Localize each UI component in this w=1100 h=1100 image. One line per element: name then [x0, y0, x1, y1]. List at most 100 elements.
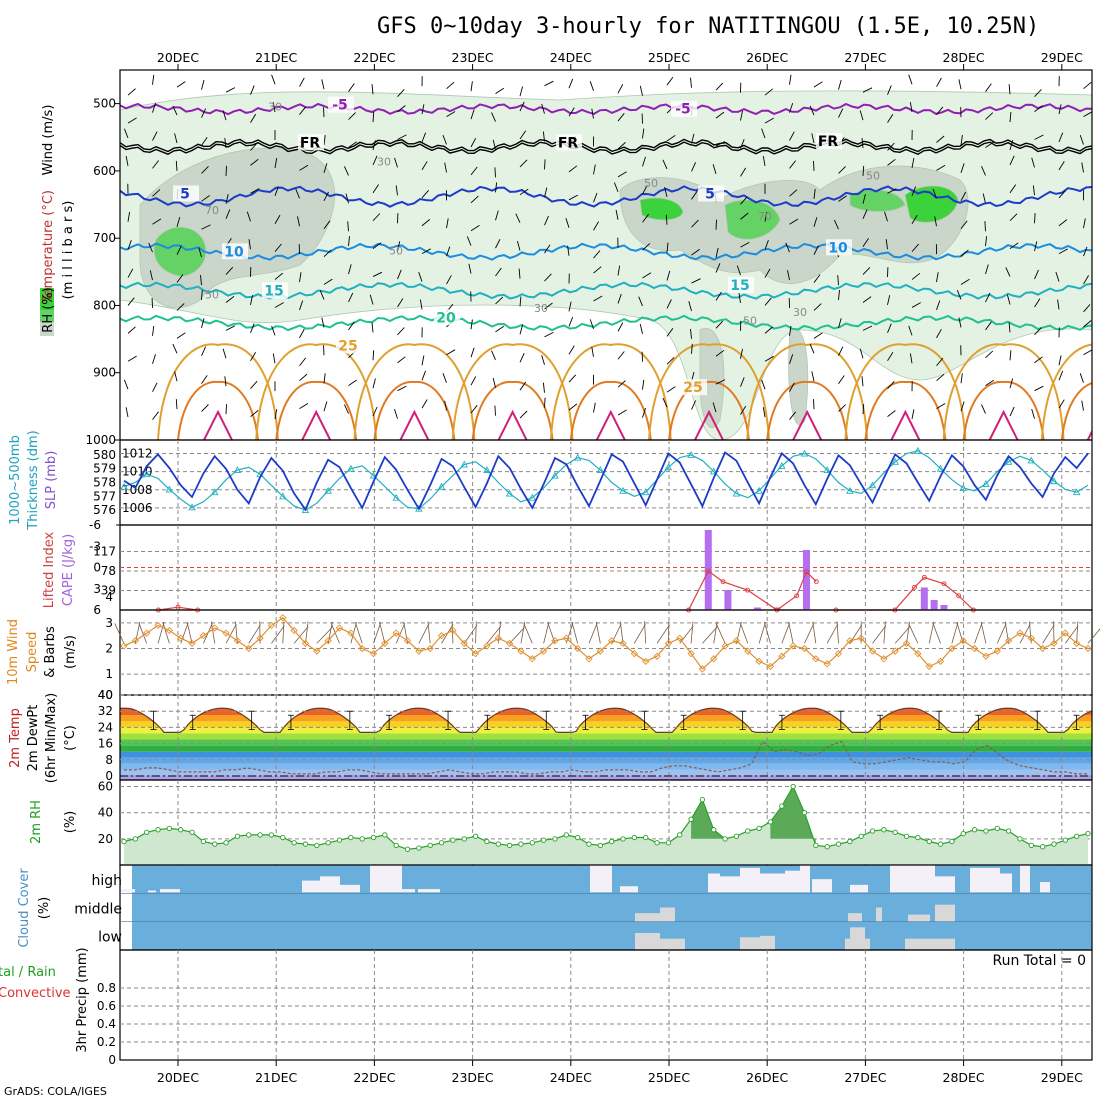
cloud-high-cell	[785, 870, 800, 893]
contour-35-arch	[890, 409, 921, 440]
wind-barb	[838, 79, 842, 90]
thickness-marker	[392, 493, 400, 501]
temp-band	[120, 739, 1092, 746]
lifted-index-marker	[720, 579, 726, 585]
wind-barb	[690, 77, 692, 88]
wind10m-barb	[373, 622, 382, 644]
wind10m-marker	[290, 626, 298, 635]
wind-barb	[470, 225, 480, 232]
wind-barb	[123, 379, 129, 390]
cape-bar	[773, 607, 781, 610]
wind-barb	[250, 295, 253, 306]
wind-barb	[466, 236, 472, 246]
temp-band	[120, 745, 1092, 752]
wind10m-barb	[293, 626, 309, 644]
bottom-date-label: 22DEC	[353, 1070, 395, 1085]
cloud-mid-cell	[935, 904, 955, 922]
wind-barb	[958, 79, 962, 90]
cape-bar	[753, 607, 761, 610]
wind-barb	[272, 353, 276, 364]
run-total: Run Total = 0	[992, 953, 1086, 969]
wind-barb	[593, 266, 602, 274]
wind10m-marker	[1016, 629, 1024, 637]
rh2m-marker	[472, 833, 479, 839]
wind-barb	[1008, 322, 1011, 333]
thickness-marker	[846, 486, 854, 494]
wind-barb	[299, 403, 309, 409]
wind10m-marker	[698, 665, 707, 673]
wind10m-barb	[656, 624, 670, 644]
wind-barb	[985, 141, 995, 148]
wind-barb	[617, 293, 622, 304]
rh2m-marker	[881, 827, 887, 833]
contour-minus5-purple	[120, 102, 1092, 116]
wind-barb	[519, 381, 527, 391]
wind-barb	[495, 238, 501, 249]
thickness-marker	[369, 471, 378, 479]
cloud-high-cell	[970, 867, 1000, 893]
thickness-marker	[1027, 456, 1036, 464]
precip-panel: 0 0.2 0.4 0.6 0.8	[97, 949, 1093, 1067]
wind10m-barb	[826, 623, 839, 644]
cloud-level-label: middle	[74, 901, 122, 917]
wind-barb	[127, 211, 131, 222]
wind10m-marker	[948, 644, 956, 653]
wind-barb	[960, 401, 965, 412]
bottom-date-label: 21DEC	[255, 1070, 297, 1085]
wind10m-barb	[186, 621, 193, 644]
wind-barb	[642, 379, 645, 390]
wind10m-barb	[463, 625, 478, 644]
wind-barb	[960, 220, 968, 230]
contour-label-bg	[681, 379, 707, 396]
wind10m-marker	[664, 639, 673, 648]
rh2m-marker	[438, 840, 445, 846]
wind10m-barb	[543, 621, 550, 644]
contour-label-bg	[328, 96, 354, 113]
wind-barb	[785, 242, 790, 253]
wind-barb	[809, 343, 815, 354]
wind-barb	[250, 380, 258, 389]
wind-barb	[1058, 399, 1065, 409]
contour-label-bg	[671, 100, 697, 117]
top-date-label: 23DEC	[452, 50, 494, 65]
wind10m-marker	[778, 652, 786, 660]
wind10m-barb	[928, 621, 935, 644]
rh-region-70	[153, 226, 207, 277]
wind10m-barb	[588, 622, 598, 644]
wind-barb	[172, 105, 178, 116]
wind10m-marker	[245, 644, 253, 653]
temp-band	[120, 763, 1092, 770]
wind10m-marker	[347, 629, 355, 637]
wind-barb	[470, 137, 477, 148]
label-cloud: Cloud Cover	[17, 868, 32, 948]
wind-barb	[813, 303, 822, 311]
wind-barb	[446, 81, 455, 90]
wind10m-barb	[883, 621, 886, 644]
wind-barb	[838, 166, 846, 174]
panel-frame	[119, 949, 1093, 1061]
wind-barb	[642, 243, 651, 251]
wind10m-barb	[1029, 621, 1032, 644]
wind10m-barb	[497, 621, 501, 644]
wind-barb	[811, 133, 815, 144]
thickness-marker	[573, 453, 582, 461]
rh2m-peak	[691, 799, 726, 839]
wind10m-marker	[846, 637, 854, 645]
wind-barb	[175, 399, 178, 410]
wind-barb	[1079, 373, 1084, 383]
wind-barb	[421, 370, 427, 381]
wind-barb	[348, 264, 352, 275]
wind-barb	[148, 242, 153, 253]
wind-barb	[789, 354, 794, 364]
thickness-marker	[664, 463, 673, 471]
wind-barb	[887, 352, 894, 362]
thickness-marker	[800, 449, 809, 457]
wind-barb	[936, 164, 946, 171]
contour-20	[120, 314, 1092, 332]
wind-barb	[152, 131, 158, 141]
wind10m-barb	[781, 622, 791, 644]
wind10m-marker	[1084, 644, 1092, 653]
bottom-date-label: 23DEC	[452, 1070, 494, 1085]
rh2m-marker	[665, 840, 672, 846]
wind-barb	[250, 113, 257, 123]
